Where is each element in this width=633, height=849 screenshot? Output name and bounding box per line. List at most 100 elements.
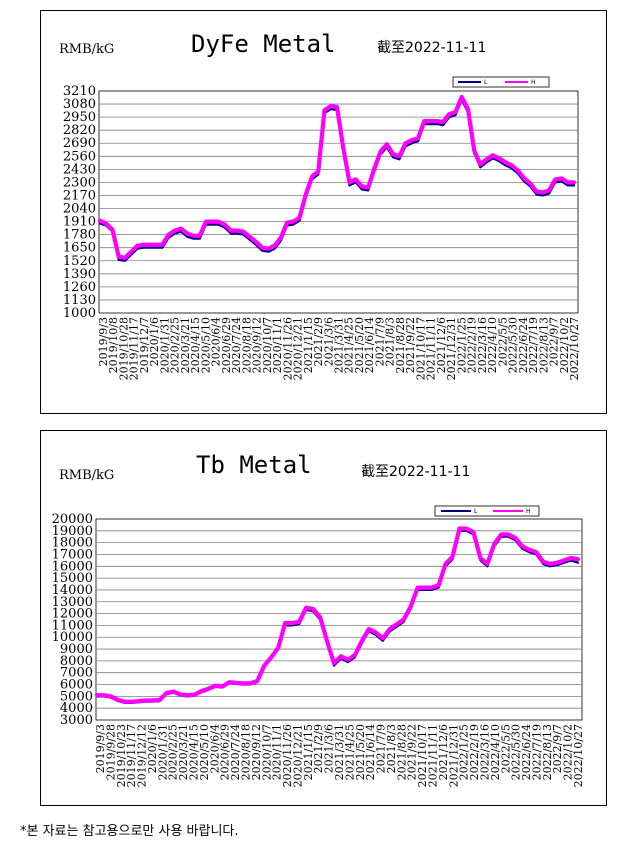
dyfe-x-tick-label: 2022/3/16 xyxy=(476,317,489,373)
tb-x-tick-label: 2022/4/10 xyxy=(489,724,502,780)
tb-y-tick-label: 17000 xyxy=(52,547,93,562)
dyfe-y-tick-label: 2300 xyxy=(63,175,96,190)
tb-y-tick-label: 18000 xyxy=(52,536,93,551)
dyfe-y-tick-label: 1520 xyxy=(63,254,96,269)
dyfe-x-tick-label: 2021/12/6 xyxy=(435,317,448,373)
tb-x-tick-label: 2020/6/4 xyxy=(208,724,221,773)
dyfe-x-tick-label: 2021/4/25 xyxy=(343,317,356,373)
tb-x-tick-label: 2021/6/14 xyxy=(364,724,377,780)
tb-y-tick-label: 8000 xyxy=(60,654,93,669)
tb-x-tick-label: 2020/12/21 xyxy=(291,724,304,787)
tb-y-tick-label: 9000 xyxy=(60,642,93,657)
tb-x-tick-label: 2021/3/6 xyxy=(323,724,336,773)
dyfe-y-tick-label: 3210 xyxy=(63,84,96,99)
dyfe-x-tick-label: 2020/7/24 xyxy=(230,317,243,373)
tb-y-tick-label: 3000 xyxy=(60,713,93,728)
dyfe-x-tick-label: 2022/7/19 xyxy=(527,317,540,373)
dyfe-legend-h-label: H xyxy=(531,79,536,86)
tb-y-tick-label: 20000 xyxy=(52,512,93,527)
tb-date-note: 截至2022-11-11 xyxy=(361,464,470,480)
dyfe-y-tick-label: 1390 xyxy=(63,267,96,282)
dyfe-x-tick-label: 2020/5/10 xyxy=(199,317,212,373)
tb-x-tick-label: 2020/8/18 xyxy=(239,724,252,780)
dyfe-y-tick-label: 2430 xyxy=(63,162,96,177)
tb-x-tick-label: 2020/2/25 xyxy=(167,724,180,780)
tb-x-tick-label: 2020/6/29 xyxy=(219,724,232,780)
tb-y-tick-label: 12000 xyxy=(52,607,93,622)
dyfe-x-tick-label: 2021/9/22 xyxy=(404,317,417,373)
dyfe-y-tick-label: 1910 xyxy=(63,215,96,230)
dyfe-y-tick-label: 1780 xyxy=(63,228,96,243)
tb-x-tick-label: 2019/10/23 xyxy=(115,724,128,787)
tb-y-tick-label: 19000 xyxy=(52,524,93,539)
tb-title: Tb Metal xyxy=(196,451,312,479)
tb-x-tick-label: 2020/1/31 xyxy=(156,724,169,780)
tb-unit-label: RMB/kG xyxy=(59,468,114,483)
tb-x-tick-label: 2022/3/16 xyxy=(478,724,491,780)
dyfe-x-tick-label: 2021/3/31 xyxy=(333,317,346,373)
tb-x-tick-label: 2022/10/27 xyxy=(572,724,585,787)
dyfe-x-tick-label: 2022/4/10 xyxy=(486,317,499,373)
dyfe-y-tick-label: 2040 xyxy=(63,202,96,217)
dyfe-x-tick-label: 2021/8/3 xyxy=(384,317,397,366)
tb-x-tick-label: 2019/9/28 xyxy=(104,724,117,780)
dyfe-x-tick-label: 2021/10/17 xyxy=(414,317,427,380)
dyfe-x-tick-label: 2020/1/31 xyxy=(158,317,171,373)
dyfe-x-tick-label: 2021/5/20 xyxy=(353,317,366,373)
dyfe-x-tick-label: 2020/1/6 xyxy=(148,317,161,366)
dyfe-x-tick-label: 2022/5/5 xyxy=(496,317,509,366)
dyfe-legend-box xyxy=(452,76,550,88)
dyfe-x-tick-label: 2022/9/7 xyxy=(548,317,561,366)
dyfe-unit-label: RMB/kG xyxy=(59,42,114,57)
tb-y-tick-label: 16000 xyxy=(52,559,93,574)
dyfe-x-tick-label: 2020/11/26 xyxy=(281,317,294,380)
dyfe-x-tick-label: 2021/3/6 xyxy=(322,317,335,366)
dyfe-x-tick-label: 2020/4/15 xyxy=(189,317,202,373)
tb-legend: L H xyxy=(434,505,540,517)
dyfe-x-tick-label: 2021/7/9 xyxy=(373,317,386,366)
dyfe-x-tick-label: 2020/8/18 xyxy=(240,317,253,373)
tb-x-tick-label: 2021/11/11 xyxy=(427,724,440,787)
dyfe-x-tick-label: 2022/8/13 xyxy=(537,317,550,373)
dyfe-x-tick-label: 2020/3/21 xyxy=(179,317,192,373)
tb-y-tick-label: 5000 xyxy=(60,689,93,704)
tb-x-tick-label: 2019/9/3 xyxy=(94,724,107,773)
dyfe-x-tick-label: 2020/6/4 xyxy=(210,317,223,366)
tb-x-tick-label: 2022/8/13 xyxy=(541,724,554,780)
tb-legend-l-label: L xyxy=(474,508,478,515)
dyfe-legend: L H xyxy=(452,76,550,88)
dyfe-x-tick-label: 2019/11/17 xyxy=(128,317,141,380)
tb-y-tick-label: 10000 xyxy=(52,630,93,645)
dyfe-x-tick-label: 2020/9/12 xyxy=(251,317,264,373)
dyfe-y-tick-label: 2560 xyxy=(63,149,96,164)
tb-x-tick-label: 2021/9/22 xyxy=(406,724,419,780)
tb-plot-area: 3000400050006000700080009000100001100012… xyxy=(52,512,585,787)
dyfe-title: DyFe Metal xyxy=(191,30,336,58)
tb-x-tick-label: 2022/9/7 xyxy=(551,724,564,773)
dyfe-y-tick-label: 2690 xyxy=(63,136,96,151)
tb-x-tick-label: 2021/1/15 xyxy=(302,724,315,780)
dyfe-x-tick-label: 2019/9/3 xyxy=(97,317,110,366)
dyfe-x-tick-label: 2022/1/25 xyxy=(455,317,468,373)
tb-x-tick-label: 2021/4/25 xyxy=(343,724,356,780)
dyfe-x-tick-label: 2020/10/7 xyxy=(261,317,274,373)
tb-plot-frame xyxy=(95,518,583,721)
tb-x-tick-label: 2021/8/3 xyxy=(385,724,398,773)
tb-x-tick-label: 2019/12/12 xyxy=(136,724,149,787)
tb-y-tick-label: 13000 xyxy=(52,595,93,610)
tb-y-tick-label: 14000 xyxy=(52,583,93,598)
dyfe-x-tick-label: 2019/10/28 xyxy=(117,317,130,380)
tb-chart: RMB/kG Tb Metal 截至2022-11-11 L H 3000400… xyxy=(52,451,585,787)
tb-x-tick-label: 2021/2/9 xyxy=(312,724,325,773)
tb-x-tick-label: 2021/10/17 xyxy=(416,724,429,787)
dyfe-y-tick-label: 1000 xyxy=(63,306,96,321)
dyfe-y-tick-label: 3080 xyxy=(63,97,96,112)
dyfe-series-h-line xyxy=(97,94,577,260)
tb-x-tick-label: 2021/3/31 xyxy=(333,724,346,780)
dyfe-plot-area: 1000113012601390152016501780191020402170… xyxy=(63,84,581,380)
dyfe-x-tick-label: 2021/8/28 xyxy=(394,317,407,373)
dyfe-chart: RMB/kG DyFe Metal 截至2022-11-11 L H 10001… xyxy=(59,30,581,380)
tb-y-tick-label: 4000 xyxy=(60,701,93,716)
tb-x-tick-label: 2022/2/19 xyxy=(468,724,481,780)
tb-x-tick-label: 2020/7/24 xyxy=(229,724,242,780)
